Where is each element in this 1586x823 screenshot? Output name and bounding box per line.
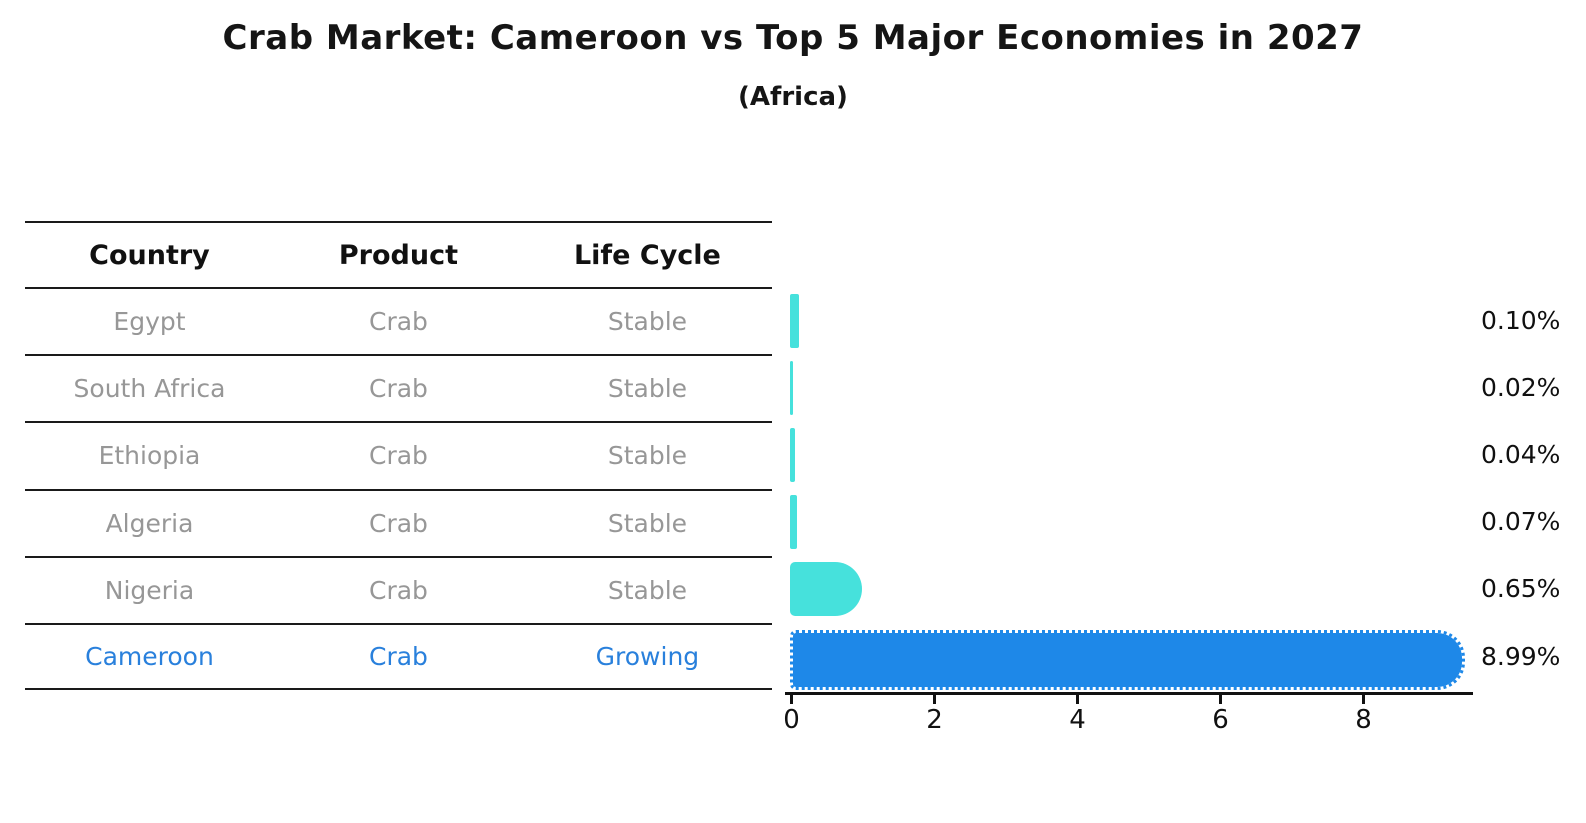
column-header-life-cycle: Life Cycle: [573, 239, 721, 271]
cell-life-cycle: Growing: [595, 642, 700, 672]
bar-ethiopia: [790, 428, 795, 482]
value-label: 0.10%: [1481, 305, 1561, 335]
x-axis-tick-label: 8: [1355, 705, 1372, 735]
bar-egypt: [790, 293, 800, 348]
cell-product: Crab: [368, 374, 428, 404]
cell-life-cycle: Stable: [607, 508, 688, 538]
bar-cameroon: [790, 629, 1465, 690]
table-row: Ethiopia Crab Stable: [25, 421, 772, 488]
bar-south-africa: [790, 360, 794, 415]
cell-life-cycle: Stable: [607, 307, 688, 337]
cell-product: Crab: [368, 508, 428, 538]
cell-country: Algeria: [105, 508, 194, 538]
column-header-country: Country: [89, 239, 210, 271]
value-label: 0.65%: [1481, 574, 1561, 604]
cell-country: Nigeria: [104, 575, 195, 605]
cell-life-cycle: Stable: [607, 575, 688, 605]
x-axis-tick-label: 0: [783, 705, 800, 735]
value-label: 8.99%: [1481, 641, 1561, 671]
cell-product: Crab: [368, 307, 428, 337]
cell-country: Cameroon: [85, 642, 214, 672]
cell-product: Crab: [368, 441, 428, 471]
x-axis-tick-label: 4: [1069, 705, 1086, 735]
table-row: Egypt Crab Stable: [25, 287, 772, 354]
table-row-highlight: Cameroon Crab Growing: [25, 622, 772, 691]
x-axis-tick: [790, 695, 793, 704]
table-row: Nigeria Crab Stable: [25, 555, 772, 623]
cell-product: Crab: [368, 642, 428, 672]
bar-nigeria: [790, 562, 863, 617]
x-axis-tick: [1076, 695, 1079, 704]
column-header-product: Product: [338, 239, 459, 271]
cell-life-cycle: Stable: [607, 441, 688, 471]
chart-title: Crab Market: Cameroon vs Top 5 Major Eco…: [222, 18, 1364, 58]
bar-algeria: [790, 495, 797, 550]
chart-subtitle: (Africa): [738, 82, 848, 112]
x-axis-tick: [1219, 695, 1222, 704]
value-label: 0.02%: [1481, 372, 1561, 402]
x-axis-line: [785, 692, 1473, 695]
cell-product: Crab: [368, 575, 428, 605]
cell-country: Egypt: [113, 307, 186, 337]
value-label: 0.07%: [1481, 507, 1561, 537]
table-header-row: Country Product Life Cycle: [25, 221, 772, 287]
value-label: 0.04%: [1481, 440, 1561, 469]
x-axis-tick-label: 6: [1212, 705, 1229, 735]
x-axis-tick-label: 2: [926, 705, 943, 735]
data-table: Country Product Life Cycle Egypt Crab St…: [25, 221, 772, 691]
x-axis-tick: [933, 695, 936, 704]
cell-country: Ethiopia: [98, 441, 201, 471]
x-axis-tick: [1362, 695, 1365, 704]
cell-country: South Africa: [73, 374, 226, 404]
cell-life-cycle: Stable: [607, 374, 688, 404]
table-row: Algeria Crab Stable: [25, 488, 772, 556]
table-row: South Africa Crab Stable: [25, 354, 772, 421]
